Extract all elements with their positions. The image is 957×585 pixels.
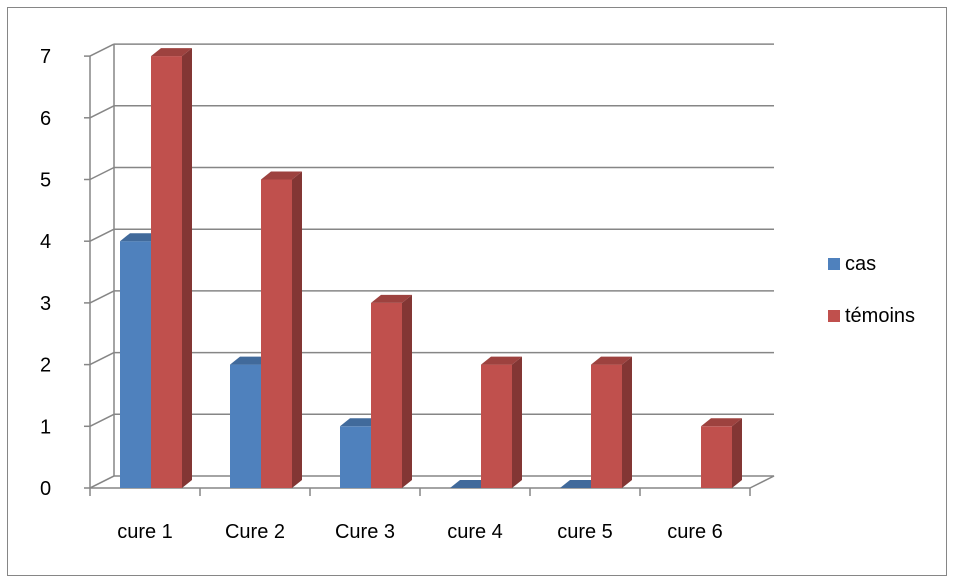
bar-top bbox=[450, 480, 491, 488]
bar-front bbox=[261, 179, 292, 488]
y-tick-label: 3 bbox=[40, 293, 51, 315]
bar-front bbox=[340, 426, 371, 488]
y-tick-label: 2 bbox=[40, 355, 51, 377]
legend-label-témoins: témoins bbox=[845, 305, 915, 327]
gridline-depth bbox=[89, 166, 115, 181]
x-tick-label: Cure 2 bbox=[225, 521, 285, 543]
bar-cas-cure 5 bbox=[560, 480, 601, 488]
gridline-depth bbox=[89, 290, 115, 304]
gridline-depth bbox=[89, 228, 115, 242]
gridline-depth bbox=[89, 351, 115, 366]
bar-top bbox=[560, 480, 601, 488]
bar-top bbox=[481, 356, 522, 365]
y-tick-label: 6 bbox=[40, 108, 51, 130]
x-tick-label: cure 5 bbox=[557, 521, 613, 543]
bar-top bbox=[340, 418, 381, 427]
gridline-depth bbox=[89, 43, 115, 57]
bar-témoins-Cure 2 bbox=[261, 171, 302, 488]
y-tick-label: 7 bbox=[40, 46, 51, 68]
bar-front bbox=[120, 241, 151, 488]
x-axis-ticks: cure 1 Cure 2 Cure 3 cure 4 cure 5 cure 6 bbox=[89, 488, 751, 543]
bar-témoins-Cure 3 bbox=[371, 294, 412, 488]
bar-témoins-cure 6 bbox=[701, 418, 742, 488]
bar-side bbox=[402, 294, 412, 488]
y-tick-label: 5 bbox=[40, 170, 51, 192]
legend-label-cas: cas bbox=[845, 253, 876, 275]
gridlines bbox=[89, 43, 774, 489]
bar-front bbox=[230, 364, 261, 488]
y-tick-label: 0 bbox=[40, 478, 51, 500]
bar-front bbox=[591, 364, 622, 488]
bar-top bbox=[701, 418, 742, 427]
bars bbox=[120, 48, 742, 488]
y-tick-label: 4 bbox=[40, 231, 51, 253]
bar-top bbox=[371, 294, 412, 303]
bar-top bbox=[230, 356, 271, 365]
bar-front bbox=[151, 56, 182, 488]
bar-top bbox=[151, 48, 192, 57]
x-tick-label: cure 6 bbox=[667, 521, 723, 543]
bar-cas-cure 4 bbox=[450, 480, 491, 488]
y-tick-label: 1 bbox=[40, 416, 51, 438]
bar-side bbox=[512, 356, 522, 488]
bar-top bbox=[261, 171, 302, 180]
gridline-depth bbox=[89, 105, 115, 119]
y-axis-ticks: 0 1 2 3 4 5 6 7 bbox=[40, 46, 90, 500]
bar-side bbox=[182, 48, 192, 488]
bar-témoins-cure 1 bbox=[151, 48, 192, 488]
bar-top bbox=[591, 356, 632, 365]
bar-side bbox=[732, 418, 742, 488]
x-tick-label: cure 4 bbox=[447, 521, 503, 543]
legend-swatch-témoins bbox=[828, 310, 840, 322]
x-tick-label: cure 1 bbox=[117, 521, 173, 543]
bar-front bbox=[481, 364, 512, 488]
gridline-depth bbox=[89, 413, 115, 427]
legend: cas témoins bbox=[828, 253, 915, 327]
bar-side bbox=[292, 171, 302, 488]
x-tick-label: Cure 3 bbox=[335, 521, 395, 543]
bar-side bbox=[622, 356, 632, 488]
axes bbox=[89, 44, 775, 489]
legend-swatch-cas bbox=[828, 258, 840, 270]
bar-front bbox=[701, 426, 732, 488]
bar-témoins-cure 5 bbox=[591, 356, 632, 488]
bar-top bbox=[120, 233, 161, 242]
bar-front bbox=[371, 302, 402, 488]
floor-edge bbox=[89, 475, 775, 489]
bar-témoins-cure 4 bbox=[481, 356, 522, 488]
